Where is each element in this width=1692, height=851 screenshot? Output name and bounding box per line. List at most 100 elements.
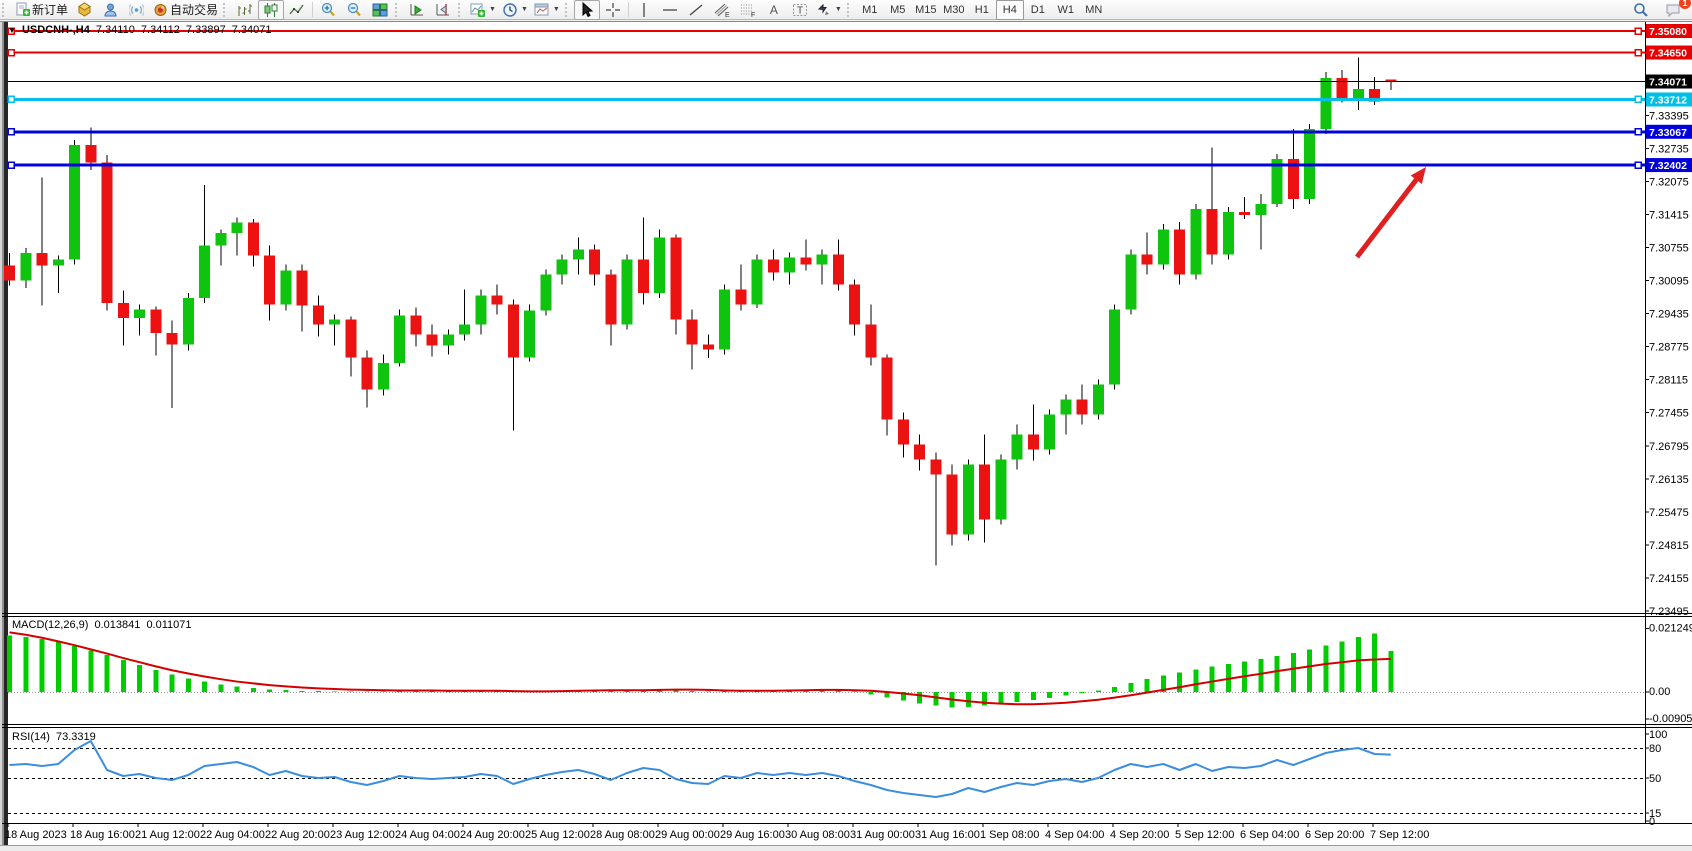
zoom-out-button[interactable] [341,0,367,20]
svg-text:22 Aug 20:00: 22 Aug 20:00 [265,829,330,841]
svg-text:6 Sep 20:00: 6 Sep 20:00 [1305,829,1364,841]
candlestick-chart-icon [263,2,279,18]
signal-broadcast-icon [128,2,144,18]
chart-shift-button[interactable] [430,0,456,20]
rsi-panel[interactable]: 100 80 50 150 [8,729,1667,828]
svg-text:7.29435: 7.29435 [1649,309,1689,321]
svg-text:4 Sep 20:00: 4 Sep 20:00 [1110,829,1169,841]
svg-text:6 Sep 04:00: 6 Sep 04:00 [1240,829,1299,841]
auto-scroll-icon [409,2,425,18]
arrow-annotation[interactable] [1355,167,1426,259]
indicators-button[interactable]: ▼ [467,0,499,20]
horizontal-line-7.34650[interactable]: 7.34650 [7,45,1692,60]
timeframe-h4-button[interactable]: H4 [995,0,1024,20]
auto-scroll-button[interactable] [404,0,430,20]
svg-text:30 Aug 08:00: 30 Aug 08:00 [785,829,850,841]
horizontal-line-7.32402[interactable]: 7.32402 [7,158,1692,173]
timeframe-m1-button[interactable]: M1 [862,3,878,16]
fibonacci-icon: F [740,2,756,18]
timeframe-mn-button[interactable]: MN [1085,3,1103,16]
quick-trade-arrow-icon[interactable]: ▼ [8,26,16,35]
line-handle [7,27,15,35]
tile-windows-button[interactable] [367,0,393,20]
horizontal-line-7.33067[interactable]: 7.33067 [7,124,1692,139]
timeframe-d1-button[interactable]: D1 [1030,3,1045,16]
macd-main-value: 0.013841 [94,619,141,631]
time-axis[interactable]: 18 Aug 2023 18 Aug 16:00 21 Aug 12:00 22 Au… [5,823,1429,841]
community-person-icon [102,2,118,18]
shapes-tool-button[interactable]: ▼ [813,0,845,20]
autotrading-label: 自动交易 [170,3,219,17]
svg-text:7.25475: 7.25475 [1649,507,1689,519]
price-axis[interactable]: 7.33395 7.32735 7.32075 7.31415 7.30755 7.300… [1645,22,1689,823]
crosshair-tool-button[interactable] [600,0,626,20]
vertical-line-tool-button[interactable] [631,0,657,20]
svg-text:31 Aug 00:00: 31 Aug 00:00 [850,829,915,841]
autotrading-button[interactable]: 自动交易 [149,0,221,20]
arrows-shapes-icon [816,2,832,18]
zoom-in-button[interactable] [315,0,341,20]
rsi-name: RSI(14) [12,731,50,743]
timeframe-w1-button[interactable]: W1 [1057,3,1075,16]
notification-badge: 1 [1679,0,1691,9]
svg-text:28 Aug 08:00: 28 Aug 08:00 [590,829,655,841]
toolbar-grip [2,2,9,17]
dropdown-arrow-icon: ▼ [520,6,528,13]
templates-button[interactable]: ▼ [531,0,563,20]
crosshair-icon [605,2,621,18]
svg-text:29 Aug 16:00: 29 Aug 16:00 [720,829,785,841]
timeframe-m30-button[interactable]: M30 [943,3,965,16]
notifications-button[interactable]: 1 [1660,0,1691,20]
new-order-icon [14,2,30,18]
gold-cube-icon [76,2,92,18]
horizontal-line-icon [662,2,678,18]
line-handle [7,161,15,169]
periods-button[interactable]: ▼ [499,0,531,20]
svg-text:7.28775: 7.28775 [1649,342,1689,354]
line-handle [7,128,15,136]
bar-chart-button[interactable] [232,0,258,20]
toolbar-separator [312,2,314,17]
fibonacci-tool-button[interactable]: F [735,0,761,20]
svg-text:7.32735: 7.32735 [1649,143,1689,155]
svg-text:-0.009058: -0.009058 [1649,713,1692,725]
toolbar-grip [395,2,402,17]
toolbar-grip [458,2,465,17]
trendline-tool-button[interactable] [683,0,709,20]
svg-text:7.35080: 7.35080 [1649,26,1687,38]
horizontal-line-tool-button[interactable] [657,0,683,20]
toolbar-separator [627,2,629,17]
svg-text:1 Sep 08:00: 1 Sep 08:00 [980,829,1039,841]
line-handle [7,95,15,104]
svg-text:7.24155: 7.24155 [1649,573,1689,585]
community-button[interactable] [97,0,123,20]
label-tool-button[interactable]: T [787,0,813,20]
text-tool-button[interactable]: A [761,0,787,20]
horizontal-line-7.33712[interactable]: 7.33712 [7,92,1692,107]
line-chart-button[interactable] [284,0,310,20]
chart-shift-icon [435,2,451,18]
market-button[interactable] [71,0,97,20]
line-handle [1634,48,1642,57]
macd-panel[interactable]: 0.021249 0.00 -0.009058 [7,623,1692,725]
new-order-button[interactable]: 新订单 [11,0,71,20]
macd-signal-value: 0.011071 [146,619,192,631]
candlesticks [4,57,1397,566]
svg-text:80: 80 [1649,743,1661,755]
equidistant-channel-icon: E [714,2,730,18]
timeframe-m15-button[interactable]: M15 [915,3,937,16]
line-handle [1634,95,1642,104]
search-button[interactable] [1628,0,1654,20]
horizontal-line-7.35080[interactable]: 7.35080 [7,24,1692,38]
cursor-tool-button[interactable] [573,0,600,20]
channel-tool-button[interactable]: E [709,0,735,20]
candlestick-chart-button[interactable] [258,0,285,20]
signals-button[interactable] [123,0,149,20]
timeframe-m5-button[interactable]: M5 [890,3,906,16]
timeframe-h1-button[interactable]: H1 [974,3,989,16]
svg-text:7.33395: 7.33395 [1649,110,1689,122]
zoom-out-icon [346,2,362,18]
autotrading-icon [152,2,168,18]
text-icon: A [769,2,778,17]
